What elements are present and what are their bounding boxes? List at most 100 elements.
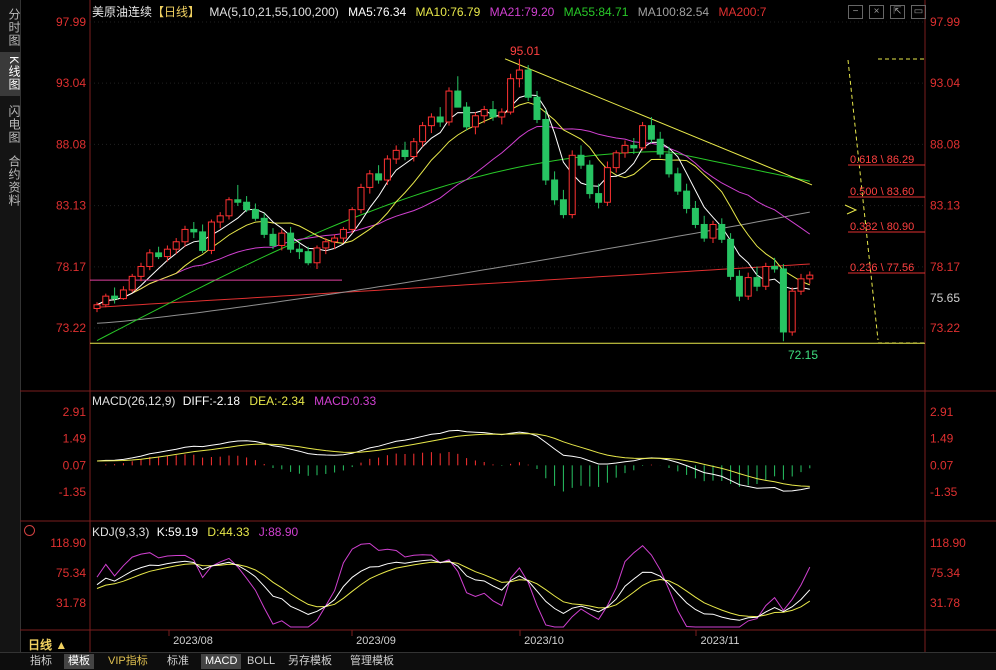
- toolbar-item-0[interactable]: 指标: [30, 655, 52, 667]
- candle-body: [797, 278, 805, 292]
- fib-range-line: [847, 59, 879, 341]
- fib-level-label: 0.618 \ 86.29: [850, 154, 914, 166]
- candle-body: [322, 241, 330, 249]
- macd-axis-label-left: 1.49: [63, 432, 87, 446]
- fib-level-label: 0.382 \ 80.90: [850, 221, 914, 233]
- candle-body: [612, 152, 620, 169]
- price-axis-label-left: 88.08: [56, 137, 86, 151]
- arrow-head: [844, 204, 858, 215]
- kdj-axis-label-right: 31.78: [930, 596, 960, 610]
- candle-body: [111, 295, 119, 300]
- candle-body: [779, 268, 787, 333]
- candle-body: [691, 207, 699, 225]
- x-axis-label: 2023/09: [356, 635, 396, 647]
- candle-body: [243, 201, 251, 211]
- candle-body: [603, 167, 611, 203]
- period-selector[interactable]: 日线 ▲: [28, 638, 68, 652]
- macd-value: MACD:0.33: [314, 394, 377, 408]
- candle-body: [709, 223, 717, 239]
- candle-body: [207, 221, 215, 251]
- ma200-value: MA200:7: [718, 5, 767, 19]
- candle-body: [788, 290, 796, 333]
- candle-body: [542, 118, 550, 181]
- macd-diff: DIFF:-2.18: [182, 394, 241, 408]
- kdj-d-line: [96, 561, 811, 618]
- ma-params: MA(5,10,21,55,100,200): [209, 5, 339, 19]
- candle-body: [515, 69, 523, 80]
- toolbar-item-2[interactable]: VIP指标: [108, 655, 148, 667]
- candle-body: [172, 241, 180, 250]
- candle-body: [366, 173, 374, 188]
- ma10-line: [96, 101, 810, 306]
- candle-body: [137, 265, 145, 277]
- ma100-value: MA100:82.54: [637, 5, 710, 19]
- price-axis-label-left: 78.17: [56, 260, 86, 274]
- ma5-value: MA5:76.34: [348, 5, 407, 19]
- current-price-label: 75.65: [930, 291, 960, 305]
- candle-body: [331, 237, 339, 243]
- candle-body: [251, 209, 259, 219]
- candle-body: [392, 149, 400, 160]
- candle-body: [357, 186, 365, 211]
- toolbar-item-7[interactable]: 管理模板: [350, 655, 394, 667]
- ma200-line: [96, 263, 810, 308]
- candle-body: [498, 111, 506, 118]
- candle-body: [234, 199, 242, 203]
- expand-icon[interactable]: ⇱: [890, 5, 905, 19]
- candle-body: [727, 238, 735, 277]
- candle-body: [260, 217, 268, 235]
- x-axis-label: 2023/11: [701, 635, 740, 647]
- toolbar-item-5[interactable]: BOLL: [247, 655, 276, 667]
- tab-kline[interactable]: K线图: [0, 52, 21, 96]
- window-controls: − × ⇱ ▭: [842, 3, 926, 19]
- candle-body: [419, 125, 427, 143]
- candle-body: [577, 154, 585, 166]
- macd-axis-label-right: 2.91: [930, 405, 954, 419]
- fib-level-label: 0.500 \ 83.60: [850, 186, 914, 198]
- candle-body: [146, 252, 154, 267]
- macd-dea-line: [96, 433, 810, 487]
- ma10-value: MA10:76.79: [415, 5, 481, 19]
- candle-body: [190, 228, 198, 233]
- price-axis-label-right: 78.17: [930, 260, 960, 274]
- candle-body: [568, 154, 576, 216]
- ma21-line: [96, 125, 811, 306]
- macd-axis-label-right: 1.49: [930, 432, 954, 446]
- toolbar-item-4[interactable]: MACD: [201, 654, 242, 669]
- candle-body: [128, 275, 136, 291]
- candle-body: [639, 125, 647, 149]
- period-tag: 【日线】: [152, 5, 201, 19]
- candle-body: [674, 173, 682, 192]
- tab-lightning[interactable]: 闪电图: [7, 104, 21, 144]
- candle-body: [735, 275, 743, 297]
- kdj-d: D:44.33: [207, 525, 250, 539]
- settings-icon[interactable]: ▭: [911, 5, 926, 19]
- candle-body: [427, 116, 435, 127]
- tab-contract-info[interactable]: 合约资料: [7, 155, 21, 207]
- close-icon[interactable]: ×: [869, 5, 884, 19]
- toolbar-item-3[interactable]: 标准: [167, 655, 189, 667]
- candle-body: [621, 144, 629, 154]
- price-axis-label-right: 97.99: [930, 15, 960, 29]
- candle-body: [436, 116, 444, 123]
- candle-body: [507, 78, 515, 113]
- x-axis-label: 2023/08: [173, 635, 213, 647]
- candle-body: [269, 233, 277, 246]
- price-axis-label-right: 88.08: [930, 137, 960, 151]
- candle-body: [216, 215, 224, 223]
- candle-body: [489, 109, 497, 118]
- candle-body: [163, 248, 171, 258]
- candle-body: [683, 190, 691, 209]
- instrument-title: 美原油连续: [92, 5, 153, 19]
- x-axis-label: 2023/10: [524, 635, 564, 647]
- kdj-j-line: [96, 542, 811, 628]
- candle-body: [551, 179, 559, 201]
- toolbar-item-6[interactable]: 另存模板: [288, 655, 332, 667]
- kdj-k: K:59.19: [156, 525, 199, 539]
- kdj-settings-icon[interactable]: [24, 525, 35, 536]
- candle-body: [304, 251, 312, 264]
- toolbar-item-1[interactable]: 模板: [64, 654, 94, 669]
- tab-timeshare[interactable]: 分时图: [7, 7, 21, 47]
- minus-icon[interactable]: −: [848, 5, 863, 19]
